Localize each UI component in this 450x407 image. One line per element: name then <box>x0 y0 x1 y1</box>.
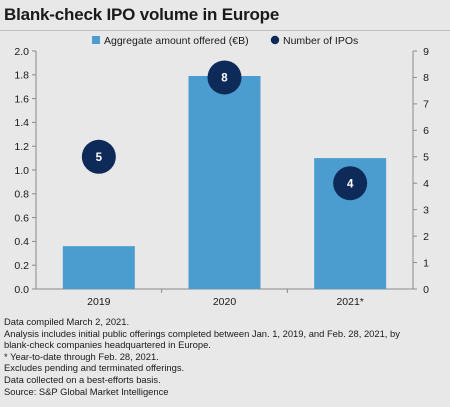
y2-tick-label: 1 <box>423 257 429 269</box>
x-tick-label: 2020 <box>213 296 237 308</box>
y-tick-label: 1.2 <box>14 141 29 153</box>
bar <box>188 75 261 290</box>
y-tick-label: 1.0 <box>14 165 29 177</box>
note-line: blank-check companies headquartered in E… <box>4 339 211 351</box>
y-tick-label: 1.6 <box>14 93 29 105</box>
y2-tick-label: 3 <box>423 204 429 216</box>
note-line: Data compiled March 2, 2021. <box>4 316 130 327</box>
note-line: Excludes pending and terminated offering… <box>4 362 185 374</box>
y-tick-label: 0.4 <box>14 236 29 248</box>
ipo-count-label: 5 <box>96 152 103 164</box>
note-line: Source: S&P Global Market Intelligence <box>4 385 169 397</box>
chart-area: 0.0 0.2 0.4 0.6 0.8 1.0 1.2 1.4 1.6 1.8 2.0 0 1 2 3 4 5 6… <box>14 35 429 308</box>
y2-tick-label: 5 <box>423 152 429 164</box>
note-line: * Year-to-date through Feb. 28, 2021. <box>4 350 159 362</box>
ipo-count-marker <box>207 60 242 95</box>
y2-tick-label: 7 <box>423 99 429 111</box>
y-tick-label: 2.0 <box>14 46 29 58</box>
y-tick-label: 1.4 <box>14 117 29 129</box>
legend-swatch-marker <box>270 35 280 45</box>
y2-tick-label: 0 <box>423 284 429 296</box>
bar <box>62 246 135 289</box>
legend-label-marker: Number of IPOs <box>283 35 358 47</box>
y2-tick-label: 8 <box>423 72 429 84</box>
legend-swatch-bar <box>92 36 100 44</box>
y2-tick-label: 9 <box>423 46 429 58</box>
ipo-count-marker <box>81 139 116 174</box>
y2-tick-label: 4 <box>423 178 429 190</box>
x-tick-label: 2021* <box>336 296 363 308</box>
y2-tick-label: 6 <box>423 125 429 137</box>
x-tick-label: 2019 <box>87 296 111 308</box>
legend-label-bar: Aggregate amount offered (€B) <box>104 35 249 47</box>
y-tick-label: 1.8 <box>14 70 29 82</box>
y-tick-label: 0.0 <box>14 284 29 296</box>
y-tick-label: 0.2 <box>14 260 29 272</box>
note-line: Analysis includes initial public offerin… <box>4 327 400 339</box>
y-tick-label: 0.6 <box>14 212 29 224</box>
ipo-count-label: 8 <box>221 73 228 85</box>
note-line: Data collected on a best-efforts basis. <box>4 373 161 385</box>
y-tick-label: 0.8 <box>14 189 29 201</box>
ipo-count-label: 4 <box>347 178 354 190</box>
chart-title: Blank-check IPO volume in Europe <box>4 5 280 24</box>
y2-tick-label: 2 <box>423 231 429 243</box>
chart-notes: Data compiled March 2, 2021. Analysis in… <box>4 316 446 397</box>
ipo-count-marker <box>333 166 368 201</box>
title-divider <box>0 30 450 31</box>
